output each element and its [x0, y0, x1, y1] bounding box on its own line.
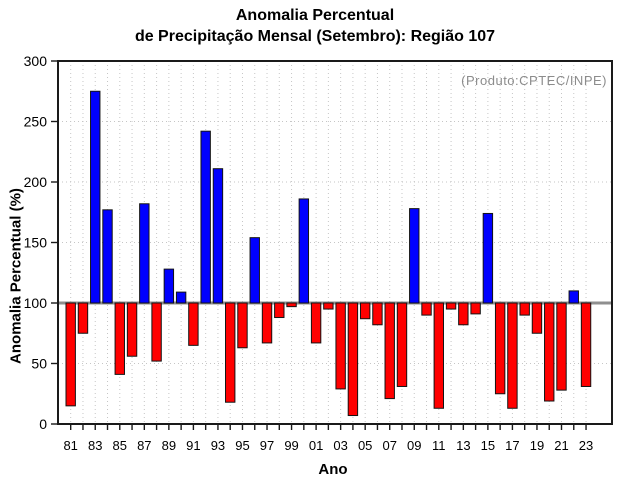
- bar-15: [482, 212, 494, 304]
- bar-87: [139, 203, 150, 304]
- x-axis-title: Ano: [318, 461, 348, 478]
- x-tick-label: 15: [481, 438, 495, 453]
- bar-98: [274, 302, 285, 319]
- y-tick-label: 50: [31, 356, 47, 372]
- y-tick-label: 150: [24, 235, 48, 251]
- x-tick-label: 07: [382, 438, 396, 453]
- bar-13: [458, 302, 469, 326]
- chart-title-line2: de Precipitação Mensal (Setembro): Regiã…: [134, 28, 496, 45]
- bar-18: [519, 302, 530, 316]
- y-tick-label: 300: [24, 53, 48, 69]
- bar-10: [421, 302, 432, 316]
- x-tick-label: 05: [358, 438, 372, 453]
- bar-20: [544, 302, 555, 402]
- bar-19: [531, 302, 543, 334]
- x-tick-label: 83: [88, 438, 102, 453]
- bar-82: [77, 302, 89, 334]
- bar-93: [212, 168, 224, 304]
- x-tick-label: 91: [186, 438, 200, 453]
- x-tick-label: 93: [211, 438, 225, 453]
- bar-01: [310, 302, 322, 344]
- bar-11: [433, 302, 445, 409]
- x-tick-label: 85: [113, 438, 127, 453]
- y-tick-label: 200: [24, 174, 48, 190]
- x-tick-label: 19: [530, 438, 544, 453]
- bar-17: [507, 302, 518, 409]
- producer-credit: (Produto:CPTEC/INPE): [461, 73, 607, 88]
- y-tick-label: 100: [24, 295, 48, 311]
- bar-89: [163, 268, 175, 304]
- x-tick-label: 81: [63, 438, 77, 453]
- bar-84: [102, 209, 113, 304]
- bar-21: [556, 302, 567, 391]
- bar-99: [286, 302, 297, 308]
- bar-06: [372, 302, 383, 326]
- x-tick-label: 17: [505, 438, 519, 453]
- bar-91: [188, 302, 199, 346]
- bar-07: [384, 302, 395, 400]
- bar-94: [225, 302, 236, 403]
- bar-81: [65, 302, 76, 407]
- bar-95: [237, 302, 248, 349]
- bar-22: [568, 290, 579, 304]
- x-tick-label: 87: [137, 438, 151, 453]
- bar-92: [200, 130, 211, 304]
- bar-83: [90, 90, 101, 304]
- chart-title-line1: Anomalia Percentual: [235, 7, 395, 24]
- bar-96: [249, 237, 260, 304]
- bar-88: [151, 302, 162, 362]
- x-tick-label: 99: [284, 438, 298, 453]
- x-tick-label: 95: [235, 438, 249, 453]
- bar-85: [114, 302, 125, 375]
- bar-86: [126, 302, 138, 357]
- bar-12: [445, 302, 457, 310]
- y-tick-label: 250: [24, 114, 48, 130]
- bar-02: [323, 302, 334, 310]
- bar-09: [409, 208, 420, 304]
- x-tick-label: 23: [579, 438, 593, 453]
- y-axis-title: Anomalia Percentual (%): [7, 188, 25, 364]
- x-tick-label: 09: [407, 438, 421, 453]
- bar-03: [335, 302, 346, 390]
- x-tick-label: 13: [456, 438, 470, 453]
- bar-04: [347, 302, 359, 417]
- x-tick-label: 03: [333, 438, 347, 453]
- bar-05: [359, 302, 371, 320]
- bar-23: [580, 302, 592, 387]
- x-tick-label: 21: [554, 438, 568, 453]
- x-tick-label: 11: [432, 438, 446, 453]
- bar-97: [261, 302, 273, 344]
- bar-08: [396, 302, 408, 387]
- bar-90: [175, 291, 187, 304]
- x-tick-label: 01: [309, 438, 323, 453]
- x-tick-label: 97: [260, 438, 274, 453]
- y-tick-label: 0: [39, 416, 47, 432]
- bar-16: [494, 302, 506, 395]
- x-tick-label: 89: [162, 438, 176, 453]
- bar-14: [470, 302, 481, 315]
- bar-00: [298, 198, 310, 304]
